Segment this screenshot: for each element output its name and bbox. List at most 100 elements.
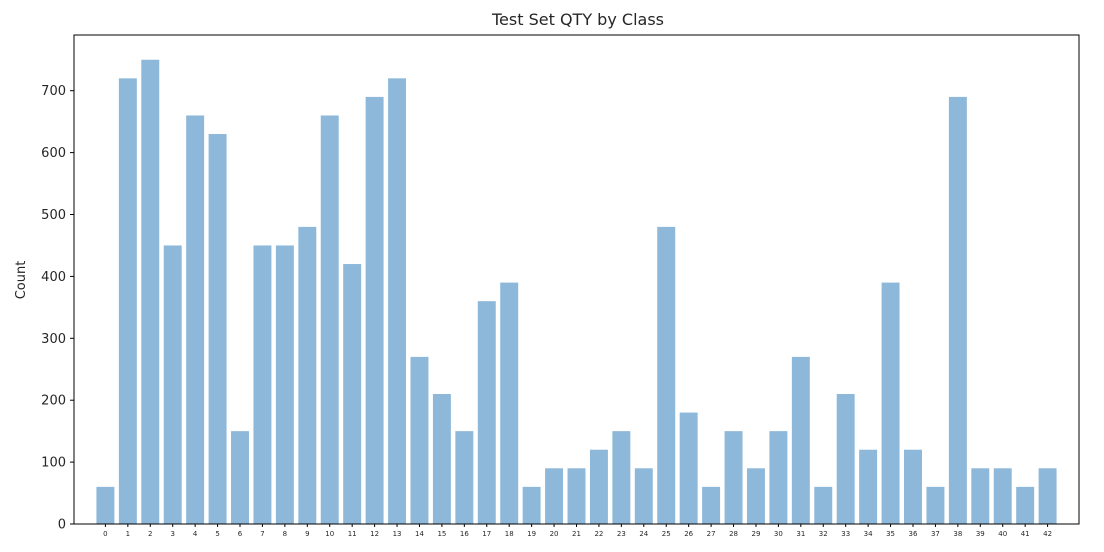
x-tick-label: 39 bbox=[976, 530, 985, 538]
x-tick-label: 21 bbox=[572, 530, 581, 538]
bar-class-20 bbox=[545, 468, 564, 524]
bar-class-40 bbox=[993, 468, 1012, 524]
x-tick-label: 42 bbox=[1043, 530, 1052, 538]
bar-class-39 bbox=[971, 468, 990, 524]
x-tick-label: 9 bbox=[305, 530, 309, 538]
bar-class-0 bbox=[96, 486, 115, 524]
bars-group bbox=[96, 59, 1057, 525]
bar-class-21 bbox=[567, 468, 586, 524]
x-tick-label: 34 bbox=[864, 530, 873, 538]
bar-class-38 bbox=[948, 96, 967, 525]
x-tick-label: 15 bbox=[437, 530, 446, 538]
x-tick-label: 19 bbox=[527, 530, 536, 538]
y-tick-label: 600 bbox=[41, 146, 66, 161]
x-tick-label: 22 bbox=[594, 530, 603, 538]
y-tick-label: 400 bbox=[41, 270, 66, 285]
y-tick-label: 500 bbox=[41, 208, 66, 223]
bar-class-33 bbox=[836, 394, 855, 524]
bar-class-17 bbox=[477, 301, 496, 524]
x-tick-label: 13 bbox=[393, 530, 402, 538]
bar-class-10 bbox=[320, 115, 339, 524]
x-tick-label: 30 bbox=[774, 530, 783, 538]
bar-class-13 bbox=[388, 78, 407, 524]
bar-class-22 bbox=[589, 449, 608, 524]
x-tick-label: 41 bbox=[1021, 530, 1030, 538]
x-tick-label: 37 bbox=[931, 530, 940, 538]
x-tick-label: 5 bbox=[215, 530, 219, 538]
bar-class-6 bbox=[231, 431, 249, 524]
bar-class-18 bbox=[500, 282, 519, 524]
bar-class-7 bbox=[253, 245, 272, 524]
x-tick-label: 23 bbox=[617, 530, 626, 538]
x-tick-label: 16 bbox=[460, 530, 469, 538]
y-tick-label: 100 bbox=[41, 456, 66, 471]
x-tick-label: 20 bbox=[550, 530, 559, 538]
bar-class-19 bbox=[522, 486, 541, 524]
x-tick-label: 33 bbox=[841, 530, 850, 538]
bar-class-16 bbox=[455, 431, 474, 524]
x-tick-label: 1 bbox=[126, 530, 130, 538]
x-tick-label: 8 bbox=[283, 530, 287, 538]
bar-class-3 bbox=[163, 245, 182, 524]
x-tick-label: 32 bbox=[819, 530, 828, 538]
chart-title: Test Set QTY by Class bbox=[491, 10, 664, 29]
x-tick-label: 7 bbox=[260, 530, 264, 538]
bar-class-35 bbox=[881, 282, 900, 524]
bar-class-2 bbox=[141, 59, 160, 524]
bar-class-23 bbox=[612, 431, 631, 524]
x-tick-label: 6 bbox=[238, 530, 243, 538]
bar-class-36 bbox=[904, 449, 922, 524]
x-tick-label: 27 bbox=[707, 530, 716, 538]
bar-class-25 bbox=[657, 226, 676, 524]
x-tick-label: 17 bbox=[482, 530, 491, 538]
x-tick-label: 18 bbox=[505, 530, 514, 538]
x-tick-label: 12 bbox=[370, 530, 379, 538]
x-tick-label: 25 bbox=[662, 530, 671, 538]
bar-class-31 bbox=[791, 356, 810, 524]
bar-class-11 bbox=[343, 264, 362, 524]
bar-class-42 bbox=[1038, 468, 1057, 524]
x-tick-label: 2 bbox=[148, 530, 152, 538]
bar-class-5 bbox=[208, 134, 227, 525]
bar-class-29 bbox=[746, 468, 765, 524]
bar-class-41 bbox=[1016, 486, 1035, 524]
bar-class-1 bbox=[118, 78, 137, 524]
bar-class-14 bbox=[410, 356, 429, 524]
y-axis-label: Count bbox=[14, 261, 29, 300]
x-tick-label: 24 bbox=[639, 530, 648, 538]
x-tick-label: 4 bbox=[193, 530, 198, 538]
x-axis-ticks: 0 1 2 3 4 5 6 7 8 9 10 11 12 13 14 15 16 17 18 19 20 21 22 23 24… bbox=[103, 524, 1052, 538]
y-tick-label: 700 bbox=[41, 84, 66, 99]
x-tick-label: 31 bbox=[796, 530, 805, 538]
y-tick-label: 300 bbox=[41, 332, 66, 347]
x-tick-label: 14 bbox=[415, 530, 424, 538]
bar-class-15 bbox=[432, 394, 451, 524]
x-tick-label: 0 bbox=[103, 530, 107, 538]
bar-class-27 bbox=[702, 486, 721, 524]
x-tick-label: 10 bbox=[325, 530, 334, 538]
x-tick-label: 29 bbox=[752, 530, 761, 538]
x-tick-label: 38 bbox=[953, 530, 962, 538]
x-tick-label: 3 bbox=[170, 530, 174, 538]
y-tick-label: 0 bbox=[58, 518, 66, 533]
x-tick-label: 36 bbox=[909, 530, 918, 538]
bar-class-8 bbox=[275, 245, 294, 524]
bar-class-12 bbox=[365, 96, 384, 525]
plot-frame bbox=[73, 34, 1080, 525]
bar-class-4 bbox=[186, 115, 205, 524]
x-tick-label: 35 bbox=[886, 530, 895, 538]
bar-class-24 bbox=[634, 468, 653, 524]
bar-class-37 bbox=[926, 486, 945, 524]
bar-class-34 bbox=[859, 449, 878, 524]
bar-class-30 bbox=[769, 431, 788, 524]
bar-class-9 bbox=[298, 226, 317, 524]
x-tick-label: 11 bbox=[348, 530, 357, 538]
bar-class-32 bbox=[814, 486, 833, 524]
y-axis-ticks: 0 100 200 300 400 500 600 700 bbox=[41, 84, 74, 533]
bar-class-28 bbox=[724, 431, 743, 524]
x-tick-label: 40 bbox=[998, 530, 1007, 538]
bar-class-26 bbox=[679, 412, 698, 524]
y-tick-label: 200 bbox=[41, 394, 66, 409]
x-tick-label: 26 bbox=[684, 530, 693, 538]
